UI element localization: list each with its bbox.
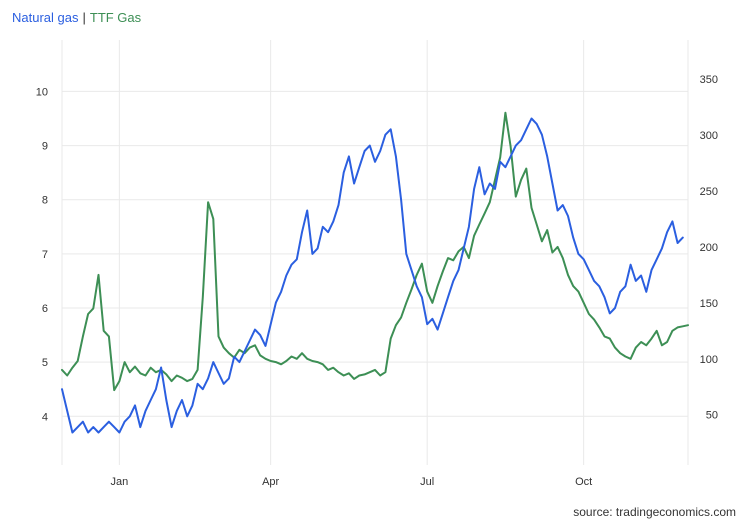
y-left-tick-label: 8 — [42, 195, 48, 207]
y-axis-left: 4 5 6 7 8 9 10 — [36, 86, 48, 423]
series-ttf-gas-line — [61, 111, 689, 392]
y-left-tick-label: 6 — [42, 303, 48, 315]
y-right-tick-label: 200 — [700, 242, 718, 254]
x-tick-label: Jul — [420, 476, 434, 488]
series-lines — [61, 111, 689, 434]
legend-natural-gas: Natural gas — [12, 10, 79, 25]
chart-legend: Natural gas | TTF Gas — [12, 10, 141, 25]
y-right-tick-label: 250 — [700, 186, 718, 198]
y-right-tick-label: 300 — [700, 130, 718, 142]
grid-lines — [61, 40, 689, 465]
y-right-tick-label: 100 — [700, 354, 718, 366]
y-left-tick-label: 7 — [42, 249, 48, 261]
y-right-tick-label: 50 — [706, 410, 718, 422]
x-tick-label: Jan — [111, 476, 129, 488]
y-right-tick-label: 150 — [700, 298, 718, 310]
series-natural-gas-line — [61, 117, 684, 434]
y-left-tick-label: 9 — [42, 141, 48, 153]
y-left-tick-label: 5 — [42, 357, 48, 369]
legend-separator: | — [82, 10, 86, 25]
legend-ttf-gas: TTF Gas — [89, 10, 142, 25]
source-label: source: tradingeconomics.com — [573, 505, 736, 519]
y-left-tick-label: 4 — [42, 411, 48, 423]
y-right-tick-label: 350 — [700, 74, 718, 86]
x-axis: Jan Apr Jul Oct — [111, 476, 593, 488]
y-axis-right: 50 100 150 200 250 300 350 — [700, 74, 718, 422]
x-tick-label: Apr — [262, 476, 279, 488]
y-left-tick-label: 10 — [36, 86, 48, 98]
x-tick-label: Oct — [575, 476, 592, 488]
